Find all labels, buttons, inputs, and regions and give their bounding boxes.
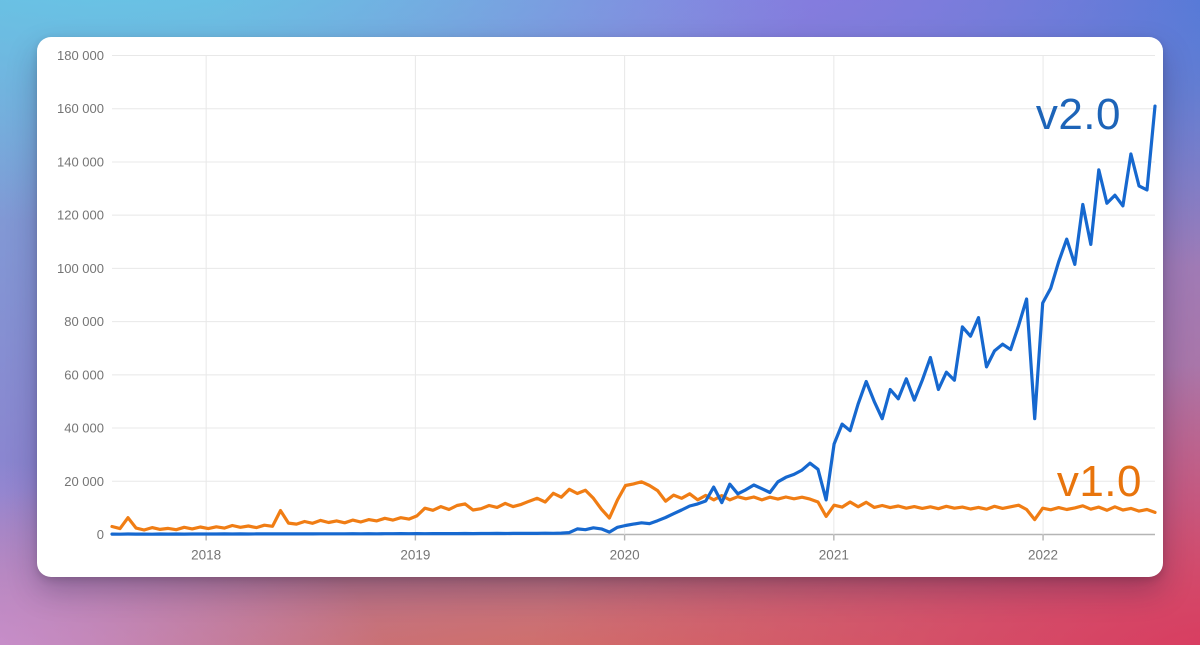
x-axis-label: 2020 [610,548,640,563]
x-axis-label: 2019 [400,548,430,563]
y-axis-label: 160 000 [57,101,104,116]
series-line-v20 [110,104,1157,536]
y-axis-label: 40 000 [64,421,104,436]
y-axis-label: 120 000 [57,208,104,223]
y-axis-label: 60 000 [64,367,104,382]
series-line-v10 [110,480,1157,532]
series-label-v2: v2.0 [1035,90,1121,139]
x-axis-label: 2018 [191,548,221,563]
trend-chart: 0 20 000 40 000 60 000 80 000 100 000 120 000 1… [57,48,1157,563]
y-axis-label: 140 000 [57,154,104,169]
y-axis-label: 100 000 [57,261,104,276]
y-axis-label: 20 000 [64,474,104,489]
x-axis-label: 2022 [1028,548,1058,563]
y-axis-label: 80 000 [64,314,104,329]
y-axis-label: 180 000 [57,48,104,63]
chart-card: 0 20 000 40 000 60 000 80 000 100 000 120 000 1… [37,37,1163,577]
x-axis-label: 2021 [819,548,849,563]
series-label-v1: v1.0 [1056,457,1142,506]
y-axis-label: 0 [97,527,104,542]
